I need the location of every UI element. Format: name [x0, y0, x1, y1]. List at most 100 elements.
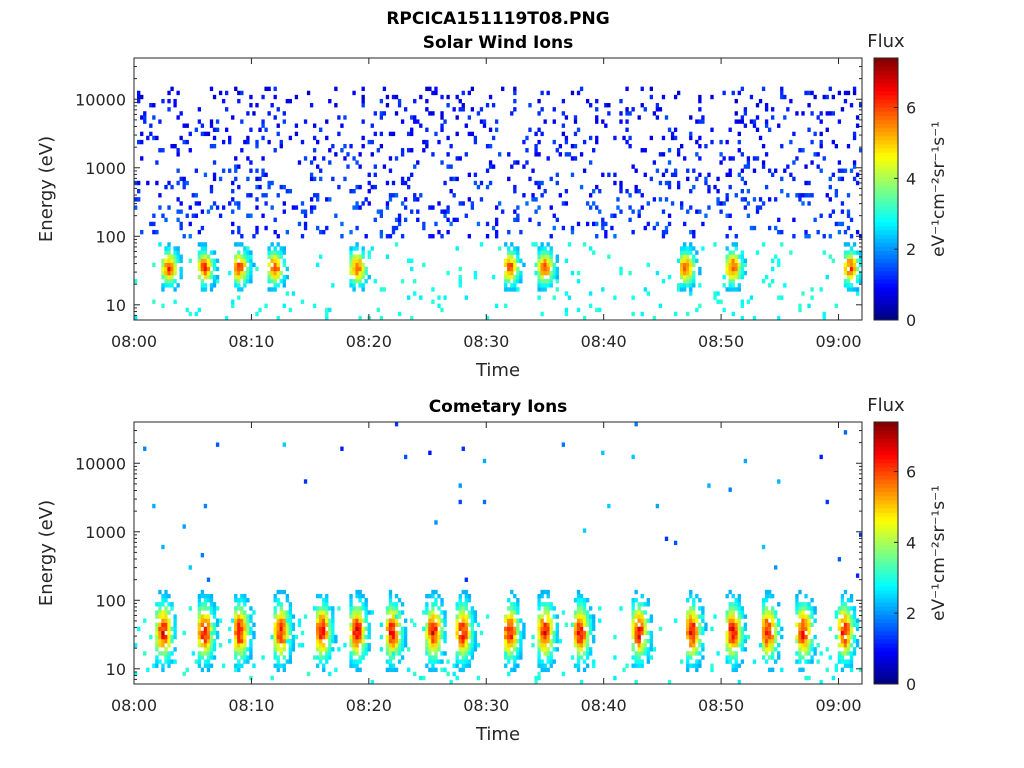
heatmap-cell [573, 622, 578, 627]
heatmap-cell [834, 143, 839, 149]
heatmap-cell [767, 630, 772, 636]
heatmap-cell [689, 291, 693, 296]
heatmap-cell [446, 671, 450, 677]
heatmap-cell [249, 193, 253, 198]
heatmap-cell [643, 626, 647, 632]
heatmap-cell [161, 638, 165, 644]
heatmap-cell [761, 242, 766, 247]
heatmap-cell [343, 156, 347, 161]
heatmap-cell [243, 659, 247, 664]
heatmap-cell [810, 287, 814, 292]
heatmap-cell [394, 643, 399, 648]
heatmap-cell [467, 234, 471, 239]
heatmap-cell [485, 143, 490, 149]
heatmap-cell [774, 659, 778, 664]
heatmap-cell [316, 618, 320, 623]
heatmap-cell [585, 663, 590, 668]
heatmap-cell [249, 614, 253, 619]
heatmap-cell [285, 598, 289, 603]
heatmap-cell [816, 643, 820, 648]
ticks-solar-wind: 08:00 08:10 08:20 08:30 08:40 08:50 09:0010100… [75, 57, 862, 351]
heatmap-cell [276, 638, 280, 644]
heatmap-cell [728, 602, 732, 607]
heatmap-cell [780, 229, 784, 235]
heatmap-cell [391, 667, 396, 673]
heatmap-cell [237, 242, 241, 247]
heatmap-cell [698, 651, 702, 656]
heatmap-cell [152, 299, 156, 304]
heatmap-cell [243, 283, 247, 288]
heatmap-cell [276, 647, 280, 652]
heatmap-cell [316, 655, 320, 660]
heatmap-cell [840, 643, 845, 648]
heatmap-cell [397, 610, 402, 615]
heatmap-cell [179, 221, 183, 227]
heatmap-cell [206, 638, 211, 644]
heatmap-cell [282, 618, 286, 623]
heatmap-cell [637, 638, 641, 644]
heatmap-cell [743, 638, 748, 644]
heatmap-cell [667, 180, 672, 186]
heatmap-cell [731, 283, 735, 288]
heatmap-cell [701, 618, 705, 623]
heatmap-cell [367, 610, 371, 615]
heatmap-cell [670, 131, 675, 137]
heatmap-cell [440, 634, 444, 640]
heatmap-cell [209, 119, 214, 124]
heatmap-cell [446, 152, 450, 157]
heatmap-cell [822, 94, 826, 100]
heatmap-cell [825, 94, 829, 100]
heatmap-cell [446, 135, 450, 141]
heatmap-cell [643, 618, 647, 623]
heatmap-cell [410, 172, 414, 178]
heatmap-cell [807, 201, 811, 206]
heatmap-cell [725, 287, 729, 292]
heatmap-cell [689, 189, 693, 194]
heatmap-cell [549, 205, 553, 210]
heatmap-cell [640, 651, 644, 656]
heatmap-cell [595, 119, 599, 124]
heatmap-cell [458, 638, 462, 644]
heatmap-cell [637, 618, 641, 623]
heatmap-cell [352, 651, 356, 656]
heatmap-cell [725, 193, 729, 198]
heatmap-cell [209, 647, 214, 652]
heatmap-cell [319, 606, 323, 611]
heatmap-cell [731, 606, 735, 611]
heatmap-cell [358, 589, 362, 595]
heatmap-cell [589, 614, 593, 619]
heatmap-cell [170, 283, 174, 288]
heatmap-cell [849, 266, 854, 272]
heatmap-cell [155, 610, 159, 615]
heatmap-cell [513, 250, 517, 255]
heatmap-cell [695, 258, 699, 263]
heatmap-cell [570, 143, 575, 149]
heatmap-cell [203, 254, 208, 259]
heatmap-cell [758, 98, 763, 104]
heatmap-cell [273, 246, 277, 251]
heatmap-cell [337, 115, 341, 120]
heatmap-cell [798, 638, 802, 644]
heatmap-cell [273, 86, 277, 92]
heatmap-cell [555, 626, 559, 632]
heatmap-cell [352, 618, 356, 623]
heatmap-cell [628, 270, 632, 276]
heatmap-cell [288, 189, 293, 194]
heatmap-cell [349, 651, 353, 656]
heatmap-cell [516, 287, 520, 292]
heatmap-cell [391, 626, 396, 632]
heatmap-cell [328, 643, 332, 648]
heatmap-cell [188, 234, 192, 239]
heatmap-cell [352, 643, 356, 648]
heatmap-cell [613, 180, 617, 186]
heatmap-cell [252, 262, 256, 268]
heatmap-cell [516, 217, 520, 223]
heatmap-cell [467, 659, 471, 664]
heatmap-cell [582, 651, 587, 656]
heatmap-cell [695, 119, 699, 124]
heatmap-cell [531, 242, 535, 247]
heatmap-cell [316, 610, 320, 615]
heatmap-cell [601, 221, 605, 227]
heatmap-cell [734, 618, 738, 623]
heatmap-cell [361, 283, 365, 288]
